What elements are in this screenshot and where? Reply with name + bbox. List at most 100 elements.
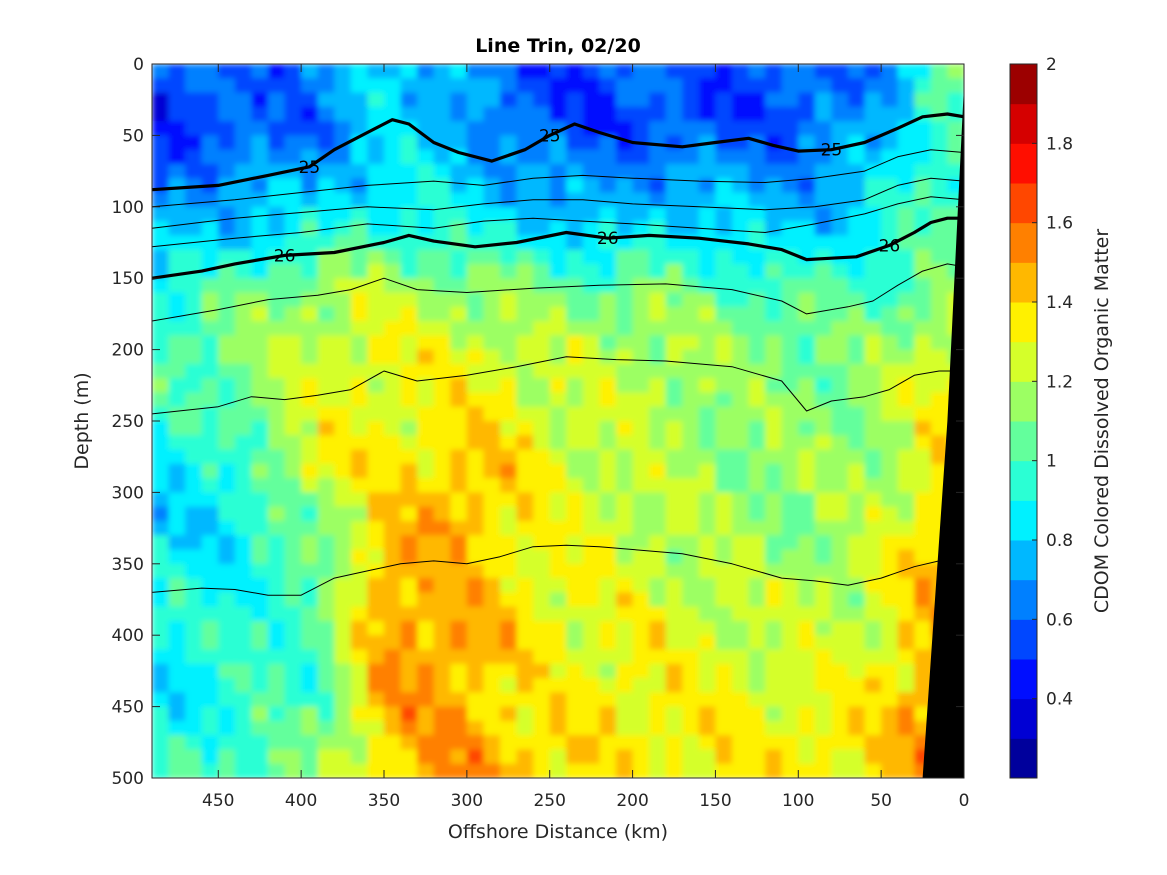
heatmap-cell [384, 92, 402, 108]
heatmap-cell [152, 520, 170, 537]
heatmap-cell [400, 763, 418, 778]
heatmap-cell [201, 249, 220, 265]
heatmap-cell [483, 549, 501, 565]
heatmap-cell [483, 335, 501, 351]
heatmap-cell [781, 606, 800, 622]
heatmap-cell [168, 606, 186, 622]
heatmap-cell [500, 292, 518, 308]
heatmap-cell [301, 620, 319, 636]
heatmap-cell [881, 763, 899, 778]
heatmap-cell [450, 292, 468, 308]
heatmap-cell [516, 421, 534, 437]
heatmap-cell [566, 206, 584, 222]
heatmap-cell [566, 292, 584, 308]
heatmap-cell [848, 64, 866, 80]
heatmap-cell [450, 535, 468, 551]
heatmap-cell [682, 163, 700, 180]
heatmap-cell [831, 106, 849, 122]
heatmap-cell [317, 221, 336, 237]
contour-label: 26 [274, 246, 296, 266]
heatmap-cell [218, 249, 236, 265]
heatmap-cell [284, 635, 302, 651]
heatmap-cell [566, 406, 584, 422]
heatmap-cell [732, 663, 750, 679]
heatmap-cell [897, 306, 916, 322]
heatmap-cell [881, 278, 899, 294]
heatmap-cell [417, 563, 435, 579]
heatmap-cell [533, 478, 551, 494]
heatmap-cell [301, 749, 319, 765]
heatmap-cell [317, 106, 336, 122]
heatmap-cell [748, 449, 766, 465]
heatmap-cell [848, 435, 866, 451]
heatmap-cell [665, 706, 684, 722]
heatmap-cell [201, 663, 220, 679]
heatmap-cell [400, 206, 418, 222]
heatmap-cell [185, 578, 203, 594]
heatmap-cell [450, 492, 468, 508]
heatmap-cell [897, 278, 916, 294]
heatmap-cell [632, 535, 650, 551]
heatmap-cell [168, 78, 186, 94]
heatmap-cell [284, 735, 302, 751]
heatmap-cell [466, 563, 485, 579]
heatmap-cell [914, 663, 932, 679]
heatmap-cell [599, 221, 617, 237]
heatmap-cell [417, 492, 435, 508]
heatmap-cell [781, 406, 800, 422]
heatmap-cell [417, 749, 435, 765]
heatmap-cell [566, 378, 584, 394]
heatmap-cell [616, 449, 634, 465]
heatmap-cell [549, 578, 568, 594]
heatmap-cell [218, 321, 236, 337]
heatmap-cell [649, 221, 667, 237]
heatmap-cell [864, 635, 882, 651]
heatmap-cell [682, 221, 700, 237]
heatmap-cell [317, 763, 336, 778]
heatmap-cell [698, 206, 717, 222]
heatmap-cell [914, 463, 932, 479]
heatmap-cell [334, 406, 352, 422]
heatmap-cell [268, 221, 286, 237]
heatmap-cell [433, 406, 452, 422]
heatmap-cell [400, 64, 418, 80]
heatmap-cell [201, 478, 220, 494]
colorbar-tick-label: 0.4 [1046, 690, 1073, 710]
colorbar-swatch [1010, 381, 1037, 422]
heatmap-cell [715, 463, 733, 479]
heatmap-cell [450, 335, 468, 351]
heatmap-cell [450, 506, 468, 522]
heatmap-cell [864, 221, 882, 237]
heatmap-cell [185, 763, 203, 778]
heatmap-cell [516, 720, 534, 736]
heatmap-cell [732, 520, 750, 537]
heatmap-cell [881, 435, 899, 451]
heatmap-cell [367, 692, 385, 708]
heatmap-cell [549, 349, 568, 365]
heatmap-cell [599, 706, 617, 722]
heatmap-cell [367, 592, 385, 608]
heatmap-cell [417, 321, 435, 337]
heatmap-cell [831, 335, 849, 351]
heatmap-cell [317, 463, 336, 479]
heatmap-cell [483, 106, 501, 122]
heatmap-cell [500, 506, 518, 522]
heatmap-cell [317, 506, 336, 522]
heatmap-cell [516, 149, 534, 165]
heatmap-cell [400, 406, 418, 422]
heatmap-cell [732, 449, 750, 465]
heatmap-cell [582, 749, 601, 765]
heatmap-cell [781, 535, 800, 551]
heatmap-cell [201, 349, 220, 365]
heatmap-cell [881, 106, 899, 122]
heatmap-cell [814, 292, 833, 308]
heatmap-cell [914, 421, 932, 437]
heatmap-cell [831, 706, 849, 722]
heatmap-cell [516, 749, 534, 765]
heatmap-cell [649, 492, 667, 508]
heatmap-cell [881, 163, 899, 180]
heatmap-cell [234, 535, 253, 551]
heatmap-cell [798, 635, 816, 651]
heatmap-cell [384, 321, 402, 337]
